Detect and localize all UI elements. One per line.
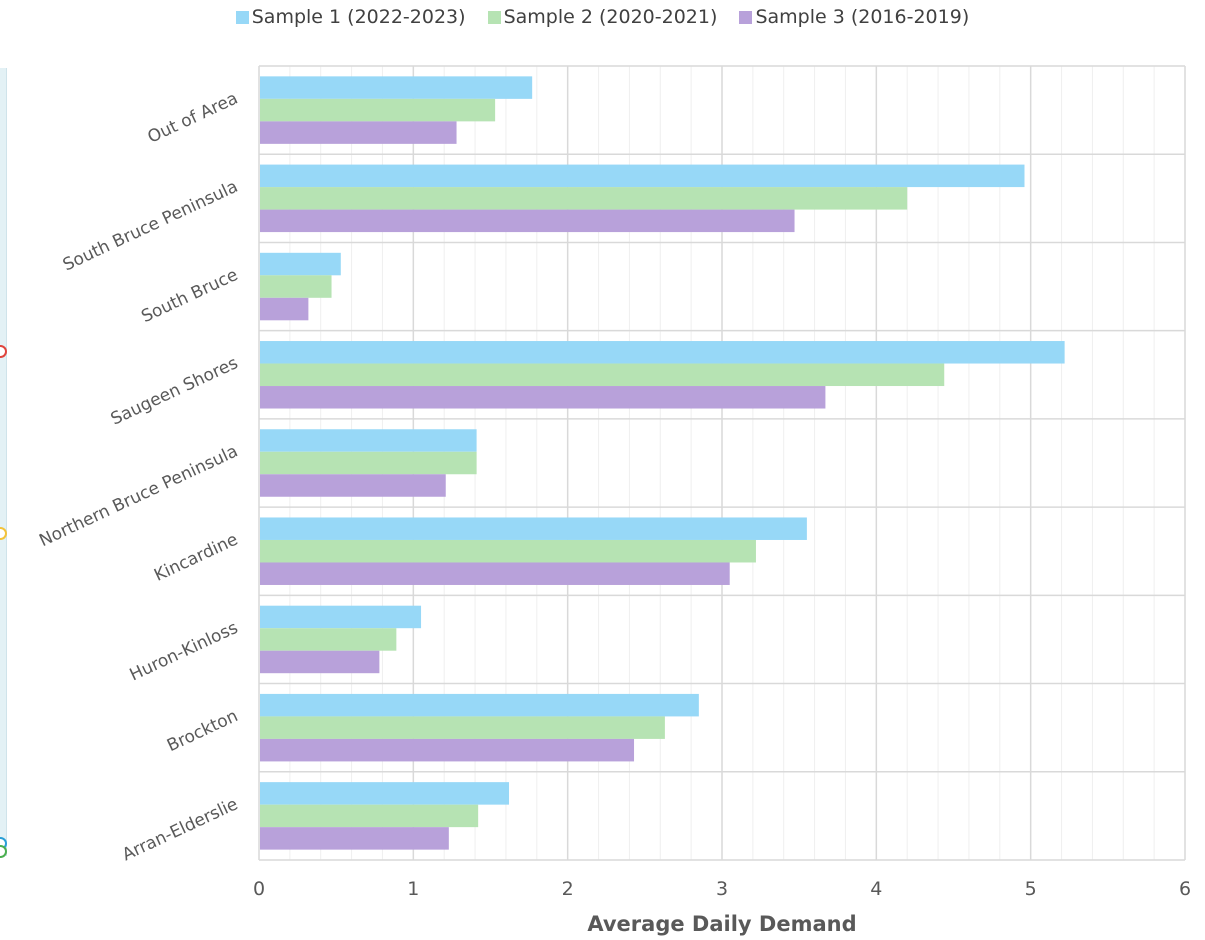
edge-marker-red: [0, 345, 7, 358]
category-label: South Bruce: [138, 265, 241, 327]
bar: [260, 209, 795, 233]
x-tick-label: 6: [1179, 878, 1191, 900]
bar: [260, 539, 756, 563]
category-label: Out of Area: [145, 89, 241, 148]
category-label: Northern Bruce Peninsula: [36, 441, 241, 551]
legend-item-sample-1: Sample 1 (2022-2023): [235, 6, 466, 28]
x-axis-title: Average Daily Demand: [587, 912, 856, 936]
legend-label-sample-2: Sample 2 (2020-2021): [503, 6, 718, 28]
bar: [260, 716, 665, 739]
category-label: South Bruce Peninsula: [60, 177, 241, 276]
x-tick-label: 4: [870, 878, 882, 900]
bar: [260, 738, 635, 762]
bar: [260, 827, 449, 850]
category-label: Brockton: [164, 706, 241, 756]
bar: [260, 297, 309, 321]
legend-label-sample-3: Sample 3 (2016-2019): [755, 6, 970, 28]
bar: [260, 187, 908, 210]
bar: [260, 451, 477, 475]
category-label: Saugeen Shores: [108, 353, 241, 429]
bars: [260, 76, 1065, 850]
bar: [260, 693, 699, 717]
bar: [260, 517, 807, 540]
category-label: Kincardine: [151, 530, 241, 586]
bar: [260, 605, 422, 629]
legend-swatch-sample-1: [235, 11, 249, 24]
edge-marker-yellow: [0, 527, 7, 540]
bar: [260, 782, 510, 805]
bar: [260, 76, 533, 99]
x-tick-label: 3: [716, 878, 728, 900]
left-edge-panel: [0, 68, 7, 856]
bar: [260, 164, 1025, 188]
chart-legend: Sample 1 (2022-2023) Sample 2 (2020-2021…: [0, 6, 1205, 28]
bar: [260, 562, 730, 585]
bar: [260, 98, 496, 122]
bar: [260, 628, 397, 651]
bar: [260, 650, 380, 674]
legend-swatch-sample-2: [487, 11, 501, 24]
bar: [260, 252, 341, 276]
bar: [260, 429, 477, 452]
category-label: Huron-Kinloss: [127, 618, 242, 686]
bar: [260, 474, 446, 497]
legend-swatch-sample-3: [739, 11, 753, 24]
x-tick-label: 1: [407, 878, 419, 900]
bar: [260, 363, 945, 387]
legend-item-sample-2: Sample 2 (2020-2021): [487, 6, 718, 28]
edge-marker-green: [0, 845, 7, 858]
bar: [260, 341, 1065, 364]
bar: [260, 386, 826, 409]
category-label: Arran-Elderslie: [119, 794, 241, 865]
x-tick-label: 2: [562, 878, 574, 900]
bar: [260, 275, 332, 298]
x-tick-label: 5: [1025, 878, 1037, 900]
bar: [260, 804, 479, 828]
x-tick-labels: 0 1 2 3 4 5 6: [253, 878, 1191, 900]
bar: [260, 121, 457, 144]
legend-label-sample-1: Sample 1 (2022-2023): [251, 6, 466, 28]
x-tick-label: 0: [253, 878, 265, 900]
legend-item-sample-3: Sample 3 (2016-2019): [739, 6, 969, 28]
